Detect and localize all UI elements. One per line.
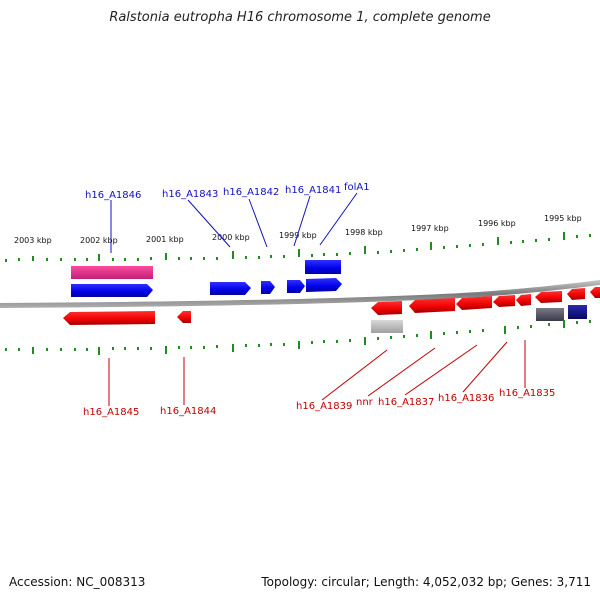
gene-block-navy xyxy=(568,305,587,319)
gene-label-h16-a1839: h16_A1839 xyxy=(296,401,352,412)
top-leader-lines xyxy=(110,192,358,253)
gene-label-h16-a1841: h16_A1841 xyxy=(285,185,341,196)
chromosome-backbone xyxy=(0,280,600,308)
gene-arrow-h16-a1836 xyxy=(456,296,492,310)
gene-arrow-h16-a1837 xyxy=(409,298,455,313)
gene-arrow-reverse-1 xyxy=(516,294,531,306)
gene-arrow-h16-a1839 xyxy=(371,301,402,315)
ruler-label-2003: 2003 kbp xyxy=(14,236,52,245)
gene-arrow-fola1 xyxy=(306,278,342,292)
gene-arrow-h16-a1842 xyxy=(261,281,275,294)
gene-arrow-reverse-4 xyxy=(590,287,600,298)
gene-label-h16-a1846: h16_A1846 xyxy=(85,190,141,201)
gene-label-fola1: folA1 xyxy=(344,182,370,193)
gene-label-h16-a1844: h16_A1844 xyxy=(160,406,216,417)
ruler-label-2002: 2002 kbp xyxy=(80,236,118,245)
gene-arrow-h16-a1845 xyxy=(63,311,155,325)
gene-label-h16-a1837: h16_A1837 xyxy=(378,397,434,408)
gene-label-h16-a1835: h16_A1835 xyxy=(499,388,555,399)
gene-block-dark xyxy=(536,308,564,321)
ruler-labels: 2003 kbp 2002 kbp 2001 kbp 2000 kbp 1999… xyxy=(14,214,582,245)
gene-arrow-reverse-2 xyxy=(535,291,562,303)
forward-strand-genes xyxy=(71,260,342,297)
gene-arrow-forward xyxy=(71,284,153,297)
reverse-strand-genes xyxy=(63,287,600,333)
gene-label-h16-a1842: h16_A1842 xyxy=(223,187,279,198)
gene-label-nnr: nnr xyxy=(356,397,374,408)
gene-label-h16-a1843: h16_A1843 xyxy=(162,189,218,200)
ruler-label-1996: 1996 kbp xyxy=(478,219,516,228)
upper-tick-track xyxy=(5,232,591,262)
gene-label-h16-a1836: h16_A1836 xyxy=(438,393,494,404)
gene-arrow-h16-a1843 xyxy=(210,282,251,295)
gene-arrow-h16-a1841 xyxy=(287,280,305,293)
gene-label-h16-a1845: h16_A1845 xyxy=(83,407,139,418)
ruler-label-1997: 1997 kbp xyxy=(411,224,449,233)
ruler-label-2000: 2000 kbp xyxy=(212,233,250,242)
bottom-gene-labels: h16_A1845 h16_A1844 h16_A1839 nnr h16_A1… xyxy=(83,388,555,418)
rna-gene-h16-a1846 xyxy=(71,266,153,279)
ruler-label-1998: 1998 kbp xyxy=(345,228,383,237)
gene-arrow-reverse-3 xyxy=(567,288,585,300)
top-gene-labels: h16_A1846 h16_A1843 h16_A1842 h16_A1841 … xyxy=(85,182,370,201)
genome-title: Ralstonia eutropha H16 chromosome 1, com… xyxy=(109,10,491,25)
ruler-label-1995: 1995 kbp xyxy=(544,214,582,223)
ruler-label-2001: 2001 kbp xyxy=(146,235,184,244)
gene-block-upper xyxy=(305,260,341,274)
gene-arrow-h16-a1844 xyxy=(177,311,191,323)
lower-tick-track xyxy=(5,320,591,355)
gene-block-nnr xyxy=(371,320,403,333)
accession-text: Accession: NC_008313 xyxy=(9,575,146,589)
bottom-leader-lines xyxy=(108,340,526,406)
genome-summary-text: Topology: circular; Length: 4,052,032 bp… xyxy=(261,575,591,589)
gene-arrow-h16-a1835 xyxy=(493,295,515,307)
